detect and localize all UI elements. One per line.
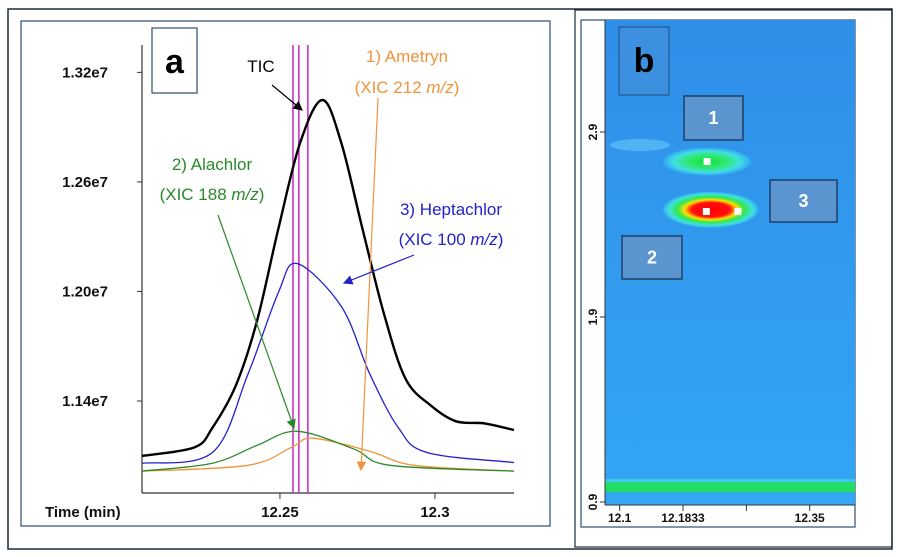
annotation-title: 2) Alachlor xyxy=(172,155,253,174)
series-line-tic xyxy=(141,98,515,458)
peak-marker xyxy=(702,208,710,216)
y-tick-label: 1.32e7 xyxy=(62,64,108,81)
panel-a: 1.32e7 1.26e7 1.20e7 1.14e7 12.25 12.3 Time (… xyxy=(20,20,551,527)
series-line-alachlor xyxy=(141,430,515,472)
x-tick-label: 12.1 xyxy=(608,511,632,525)
x-axis: 12.25 12.3 Time (min) xyxy=(45,492,514,521)
panel-a-label: a xyxy=(165,43,185,81)
annotation-mz: m/z xyxy=(426,78,454,97)
annotation-paren: ) xyxy=(259,185,265,204)
annotation-mz: m/z xyxy=(470,230,498,249)
panel-b-label: b xyxy=(634,42,655,80)
y-tick-label: 1.20e7 xyxy=(62,283,108,300)
faint-spot xyxy=(610,139,670,151)
y-axis: 1.32e7 1.26e7 1.20e7 1.14e7 xyxy=(62,45,143,493)
plot-area xyxy=(141,45,515,493)
x-tick-label: 12.35 xyxy=(795,511,825,525)
annotation-arrow xyxy=(271,84,303,111)
peak-marker xyxy=(703,158,711,166)
annotation-subtitle: (XIC 188 m/z) xyxy=(160,185,265,204)
panel-b: 2.9 1.9 0.9 12.1 12.1833 12.35 b 1 2 3 xyxy=(574,9,893,548)
peak-marker xyxy=(734,208,742,216)
x-tick-label: 12.1833 xyxy=(661,511,705,525)
annotation-xic: (XIC 188 xyxy=(160,185,232,204)
panel-b-outer-frame xyxy=(574,9,893,548)
baseline-band-edge xyxy=(605,479,855,483)
series-line-heptachlor xyxy=(141,262,515,464)
annotation-title: 1) Ametryn xyxy=(366,47,448,66)
peak-label-1: 1 xyxy=(708,108,718,128)
y-tick-label: 0.9 xyxy=(586,493,600,510)
y-tick-label: 1.9 xyxy=(586,308,600,325)
x-tick-label: 12.3 xyxy=(420,504,449,521)
annotation-paren: ) xyxy=(498,230,504,249)
annotation-arrow xyxy=(342,254,415,285)
baseline-band xyxy=(605,482,855,493)
annotation-paren: ) xyxy=(454,78,460,97)
annotation-subtitle: (XIC 212 m/z) xyxy=(355,78,460,97)
heatmap-axes: 2.9 1.9 0.9 12.1 12.1833 12.35 xyxy=(586,20,855,525)
annotation-title: TIC xyxy=(247,57,274,76)
x-axis-label: Time (min) xyxy=(45,504,121,521)
peak-label-boxes: b 1 2 3 xyxy=(618,26,838,280)
panel-b-label-box xyxy=(618,26,670,96)
x-tick-label: 12.25 xyxy=(261,504,299,521)
y-tick-label: 1.26e7 xyxy=(62,174,108,191)
annotation-arrow xyxy=(217,214,296,430)
annotation-mz: m/z xyxy=(231,185,259,204)
peak-label-box-2 xyxy=(621,235,683,280)
peak-label-box-1 xyxy=(683,95,744,141)
annotation-subtitle: (XIC 100 m/z) xyxy=(399,230,504,249)
peak-label-2: 2 xyxy=(647,248,657,268)
annotation-arrow xyxy=(356,97,379,472)
panel-a-frame xyxy=(20,20,551,527)
panel-a-label-box xyxy=(151,27,198,94)
annotation-xic: (XIC 100 xyxy=(399,230,471,249)
annotations: TIC 1) Ametryn (XIC 212 m/z) 2) Alachlor (XI… xyxy=(160,47,504,472)
series-line-ametryn xyxy=(141,437,515,472)
peak-label-3: 3 xyxy=(798,191,808,211)
heatmap-spot xyxy=(662,191,759,228)
y-tick-label: 2.9 xyxy=(586,123,600,140)
annotation-xic: (XIC 212 xyxy=(355,78,427,97)
peak-label-box-3 xyxy=(769,179,838,223)
y-tick-label: 1.14e7 xyxy=(62,393,108,410)
annotation-title: 3) Heptachlor xyxy=(400,200,502,219)
